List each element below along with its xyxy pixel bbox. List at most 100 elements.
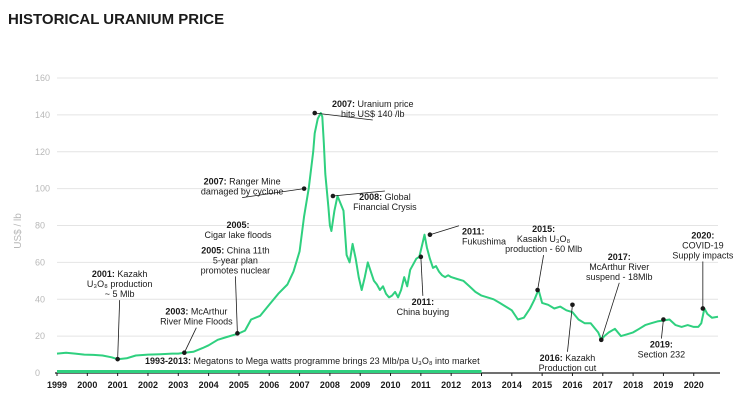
annotation-text-1: McArthur: [188, 307, 227, 317]
annotation-line-9-0: 2015:: [532, 224, 555, 234]
annotation-marker-6: [330, 193, 336, 199]
annotation-leader-7: [420, 256, 424, 296]
price-series: [56, 112, 719, 361]
annotation-marker-2: [235, 331, 240, 336]
annotation-line-4-0: 2007: Ranger Mine: [204, 177, 281, 187]
annotation-leader-10: [567, 304, 573, 352]
annotation-line-11-1: McArthur River: [589, 262, 649, 272]
shaded-period-label-rest: Megatons to Mega watts programme brings …: [191, 356, 480, 366]
annotation-line-0-2: ~ 5 Mlb: [105, 289, 135, 299]
annotation-line-11-2: suspend - 18Mlb: [586, 272, 653, 282]
annotation-year-5: 2007:: [332, 99, 355, 109]
x-axis-ticks: 1999 2000 2001 2002 2003 2004 2005 2006 2007 2008…: [47, 373, 704, 390]
annotation-leader-4: [242, 188, 305, 199]
x-tick-label-2020: 2020: [684, 380, 704, 390]
annotation-label-8: 2011: Fukushima: [462, 227, 506, 247]
annotation-marker-4: [301, 186, 307, 191]
x-tick-label-2004: 2004: [199, 380, 219, 390]
annotation-year-10: 2016:: [540, 353, 563, 363]
annotation-line-9-1: Kasakh U₃O₈: [517, 234, 571, 244]
annotation-line-10-1: Production cut: [539, 363, 597, 373]
annotation-leader-6: [332, 190, 385, 197]
annotation-line-4-1: damaged by cyclone: [201, 187, 284, 197]
annotation-marker-10: [570, 302, 575, 308]
annotation-year-12: 2019:: [650, 340, 673, 350]
annotation-marker-0: [115, 356, 120, 362]
annotation-marker-7: [418, 254, 424, 260]
x-tick-label-2007: 2007: [290, 380, 310, 390]
annotation-label-6: 2008: Global Financial Crysis: [353, 192, 417, 212]
annotation-line-12-1: Section 232: [638, 350, 686, 360]
x-tick-label-2003: 2003: [168, 380, 188, 390]
annotation-label-10: 2016: Kazakh Production cut: [539, 353, 597, 373]
annotation-line-13-0: 2020:: [691, 230, 714, 240]
annotation-line-11-0: 2017:: [608, 252, 631, 262]
annotation-label-13: 2020: COVID-19 Supply impacts: [672, 230, 734, 260]
annotation-line-0-1: U₃O₈ production: [87, 279, 152, 289]
annotation-line-9-2: production - 60 Mlb: [505, 244, 582, 254]
x-tick-label-2001: 2001: [108, 380, 128, 390]
annotation-leader-11: [600, 282, 620, 340]
annotation-label-11: 2017: McArthur River suspend - 18Mlb: [586, 252, 653, 282]
x-tick-label-2018: 2018: [623, 380, 643, 390]
y-axis-ticks: 0 20 40 60 80 100 120 140 160: [35, 73, 50, 378]
x-tick-label-2008: 2008: [320, 380, 340, 390]
annotation-label-5: 2007: Uranium price hits US$ 140 /lb: [332, 99, 414, 119]
annotation-year-4: 2007:: [204, 177, 227, 187]
y-tick-label-140: 140: [35, 110, 50, 120]
x-tick-label-2017: 2017: [593, 380, 613, 390]
x-tick-label-2013: 2013: [471, 380, 491, 390]
annotation-line-13-2: Supply impacts: [672, 250, 734, 260]
annotation-leader-5: [314, 112, 373, 121]
annotation-year-8: 2011:: [462, 227, 485, 237]
y-axis-label: US$ / lb: [13, 213, 24, 249]
annotation-leader-0: [117, 300, 121, 360]
chart-title: HISTORICAL URANIUM PRICE: [8, 11, 224, 28]
annotation-leader-12: [661, 319, 664, 339]
annotation-marker-11: [598, 337, 604, 343]
annotation-line-1-0: 2003: McArthur: [165, 307, 227, 317]
annotation-label-2: 2005: China 11th 5-year plan promotes nucl…: [201, 245, 271, 275]
annotation-label-0: 2001: Kazakh U₃O₈ production ~ 5 Mlb: [87, 269, 152, 299]
y-tick-label-120: 120: [35, 147, 50, 157]
annotation-year-11: 2017:: [608, 252, 631, 262]
annotation-year-2: 2005:: [201, 245, 224, 255]
annotation-line-8-1: Fukushima: [462, 237, 506, 247]
annotation-year-6: 2008:: [359, 192, 382, 202]
annotation-line-7-0: 2011:: [412, 297, 435, 307]
annotation-year-9: 2015:: [532, 224, 555, 234]
annotation-label-1: 2003: McArthur River Mine Floods: [160, 307, 233, 327]
shaded-period-label: 1993-2013: Megatons to Mega watts progra…: [145, 356, 480, 366]
x-tick-label-2010: 2010: [381, 380, 401, 390]
annotation-marker-5: [312, 110, 318, 116]
annotation-label-7: 2011: China buying: [397, 297, 450, 317]
annotation-marker-9: [535, 287, 540, 293]
y-tick-label-100: 100: [35, 184, 50, 194]
annotation-label-4: 2007: Ranger Mine damaged by cyclone: [201, 177, 284, 197]
annotation-line-10-0: 2016: Kazakh: [540, 353, 596, 363]
shaded-period-label-bold: 1993-2013:: [145, 356, 191, 366]
annotation-text-4: Ranger Mine: [227, 177, 281, 187]
annotation-text-2: China 11th: [224, 245, 269, 255]
annotation-year-13: 2020:: [691, 230, 714, 240]
annotation-line-5-0: 2007: Uranium price: [332, 99, 414, 109]
annotation-line-12-0: 2019:: [650, 340, 673, 350]
annotation-text-10: Kazakh: [563, 353, 596, 363]
annotation-line-3-1: Cigar lake floods: [204, 230, 272, 240]
x-tick-label-1999: 1999: [47, 380, 67, 390]
x-tick-label-2019: 2019: [653, 380, 673, 390]
annotation-leader-1: [183, 327, 197, 353]
annotation-line-5-1: hits US$ 140 /lb: [341, 109, 405, 119]
annotation-marker-1: [182, 350, 187, 356]
annotation-year-1: 2003:: [165, 307, 188, 317]
x-tick-label-2000: 2000: [77, 380, 97, 390]
annotation-line-2-0: 2005: China 11th: [201, 245, 269, 255]
annotation-year-0: 2001:: [92, 269, 115, 279]
annotation-line-8-0: 2011:: [462, 227, 485, 237]
annotation-label-9: 2015: Kasakh U₃O₈ production - 60 Mlb: [505, 224, 582, 254]
annotation-line-13-1: COVID-19: [682, 240, 724, 250]
x-tick-label-2005: 2005: [229, 380, 249, 390]
annotation-label-3: 2005: Cigar lake floods: [204, 220, 272, 240]
x-tick-label-2015: 2015: [532, 380, 552, 390]
